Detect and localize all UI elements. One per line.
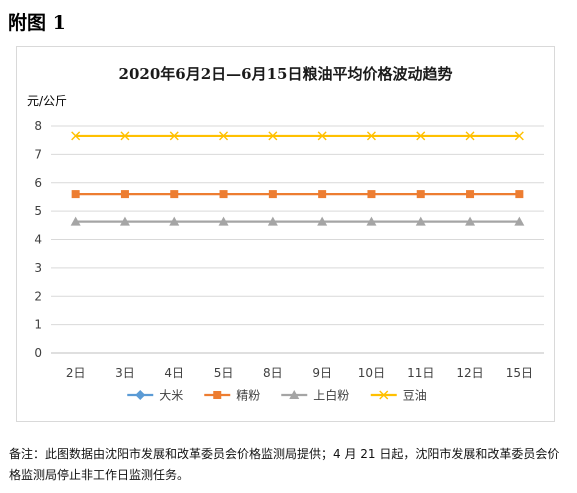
- y-tick-label: 2: [34, 289, 42, 303]
- data-point: [379, 390, 389, 400]
- data-point: [289, 390, 300, 399]
- data-point: [267, 216, 278, 226]
- data-point: [415, 216, 426, 226]
- x-tick-label: 2日: [66, 366, 86, 380]
- series-豆油: [71, 131, 524, 141]
- y-tick-label: 6: [34, 176, 42, 190]
- series-上白粉: [70, 216, 525, 226]
- x-tick-label: 8日: [263, 366, 283, 380]
- legend-item: 上白粉: [281, 388, 349, 403]
- data-point: [515, 190, 524, 199]
- data-point: [170, 190, 179, 199]
- legend-label: 上白粉: [313, 388, 349, 403]
- data-point: [416, 131, 426, 141]
- data-point: [268, 190, 277, 199]
- x-tick-label: 4日: [164, 366, 184, 380]
- legend-label: 精粉: [236, 389, 260, 403]
- y-tick-label: 8: [34, 119, 42, 133]
- x-tick-label: 15日: [506, 366, 533, 380]
- data-point: [120, 131, 130, 141]
- data-point: [514, 131, 524, 141]
- data-point: [465, 131, 475, 141]
- data-point: [71, 131, 81, 141]
- series-精粉: [71, 190, 524, 199]
- data-point: [318, 190, 327, 199]
- legend-label: 大米: [159, 389, 183, 403]
- data-point: [135, 390, 146, 400]
- footnote: 备注：此图数据由沈阳市发展和改革委员会价格监测局提供；4 月 21 日起，沈阳市…: [9, 447, 560, 482]
- x-tick-label: 11日: [407, 366, 434, 380]
- data-point: [71, 190, 80, 199]
- y-tick-label: 4: [34, 233, 42, 247]
- data-point: [119, 216, 130, 226]
- legend-item: 大米: [127, 389, 183, 403]
- data-point: [367, 190, 376, 199]
- x-tick-label: 5日: [214, 366, 234, 380]
- data-point: [466, 190, 475, 199]
- gridlines: [51, 125, 544, 354]
- x-tick-label: 3日: [115, 366, 135, 380]
- data-point: [70, 216, 81, 226]
- y-tick-label: 7: [34, 147, 42, 161]
- y-tick-label: 5: [34, 204, 42, 218]
- x-tick-label: 10日: [358, 366, 385, 380]
- x-tick-label: 12日: [456, 366, 483, 380]
- legend-label: 豆油: [403, 389, 427, 403]
- data-point: [268, 131, 278, 141]
- legend-item: 精粉: [204, 389, 260, 403]
- x-tick-labels: 2日 3日 4日 5日 8日 9日 10日 11日 12日 15日: [66, 366, 533, 380]
- y-tick-label: 1: [34, 318, 42, 332]
- data-point: [514, 216, 525, 226]
- data-point: [465, 216, 476, 226]
- series-lines: [70, 131, 525, 226]
- data-point: [317, 216, 328, 226]
- y-tick-label: 0: [34, 346, 42, 360]
- y-tick-labels: 0 1 2 3 4 5 6 7 8: [34, 119, 42, 360]
- data-point: [218, 216, 229, 226]
- data-point: [219, 190, 228, 199]
- data-point: [213, 391, 222, 399]
- figure-heading: 附图 1: [8, 12, 66, 34]
- y-axis-label: 元/公斤: [27, 94, 67, 108]
- legend-item: 豆油: [370, 389, 427, 403]
- data-point: [219, 131, 229, 141]
- chart-title: 2020年6月2日—6月15日粮油平均价格波动趋势: [118, 65, 453, 83]
- data-point: [169, 216, 180, 226]
- data-point: [317, 131, 327, 141]
- data-point: [169, 131, 179, 141]
- legend: 大米 精粉 上白粉 豆油: [127, 388, 427, 403]
- data-point: [416, 190, 425, 199]
- y-tick-label: 3: [34, 261, 42, 275]
- data-point: [120, 190, 129, 199]
- data-point: [366, 216, 377, 226]
- data-point: [366, 131, 376, 141]
- x-tick-label: 9日: [312, 366, 332, 380]
- chart-frame: 2020年6月2日—6月15日粮油平均价格波动趋势 元/公斤 0 1 2 3 4 5 6 7 8…: [16, 46, 555, 422]
